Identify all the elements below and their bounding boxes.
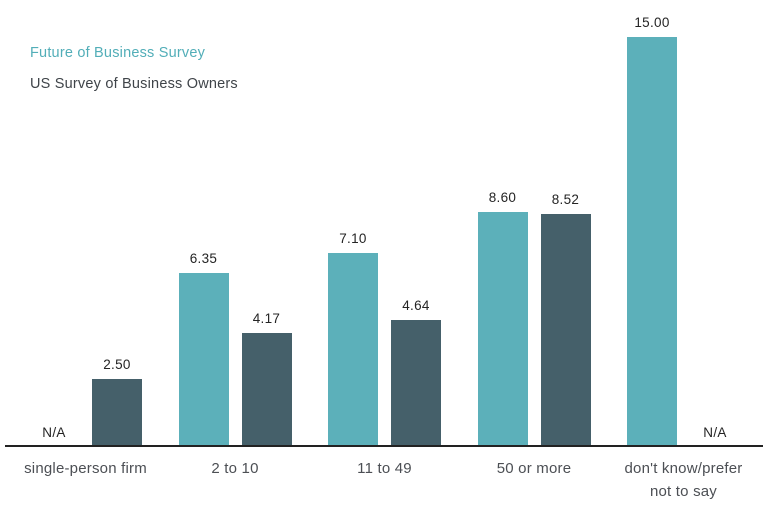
bar-value-label: 2.50 [103,357,131,372]
bar-value-label: 4.64 [402,298,430,313]
bar-slot: 6.35 [178,250,229,447]
bar-slot: N/A [29,424,79,447]
chart-legend: Future of Business Survey US Survey of B… [30,46,238,91]
x-axis-line [5,445,763,447]
category-label: 11 to 49 [328,457,441,503]
bar-group: N/A 2.50 [29,356,142,447]
bar-value-label: 7.10 [339,231,367,246]
na-label: N/A [42,425,66,440]
category-label-text: don't know/prefer not to say [624,460,743,500]
bar-us-survey-of-business-owners [540,214,591,447]
bar-value-label: 15.00 [634,15,670,30]
category-label: 50 or more [478,457,591,503]
bar-future-of-business-survey [328,253,378,447]
category-label-text: 2 to 10 [211,460,259,477]
category-label: don't know/prefer not to say [624,457,743,503]
plot-area: N/A 2.50 6.35 4.17 7.10 4.64 8.60 8.52 15.00 N/A [29,14,740,447]
bar-slot: 4.64 [391,297,441,447]
bar-group: 8.60 8.52 [477,189,591,447]
bar-group: 15.00 N/A [627,14,740,447]
legend-label-us-survey-of-business-owners: US Survey of Business Owners [30,75,238,92]
category-label: 2 to 10 [179,457,292,503]
category-label-text: 50 or more [496,460,572,477]
legend-label-future-of-business-survey: Future of Business Survey [30,45,206,61]
bar-us-survey-of-business-owners [241,333,292,447]
category-labels-row: single-person firm 2 to 10 11 to 49 50 or m… [24,457,743,503]
bar-slot: 7.10 [328,230,378,447]
bar-future-of-business-survey [178,273,229,447]
category-label-text: single-person firm [24,460,147,477]
bar-future-of-business-survey [627,37,677,447]
bar-value-label: 8.52 [551,192,580,207]
bar-slot: 15.00 [627,14,677,447]
bar-slot: N/A [690,424,740,447]
bar-slot: 8.60 [477,189,528,447]
bar-slot: 2.50 [92,356,142,447]
bar-value-label: 6.35 [189,251,218,266]
bar-us-survey-of-business-owners [92,379,142,447]
na-label: N/A [703,425,727,440]
bar-value-label: 4.17 [252,311,281,326]
bar-us-survey-of-business-owners [391,320,441,447]
bar-value-label: 8.60 [488,190,517,205]
category-label: single-person firm [24,457,147,503]
bar-future-of-business-survey [477,212,528,447]
bar-group: 7.10 4.64 [328,230,441,447]
bar-group: 6.35 4.17 [178,250,292,447]
bar-slot: 4.17 [241,310,292,447]
bar-slot: 8.52 [540,191,591,447]
category-label-text: 11 to 49 [357,460,412,477]
